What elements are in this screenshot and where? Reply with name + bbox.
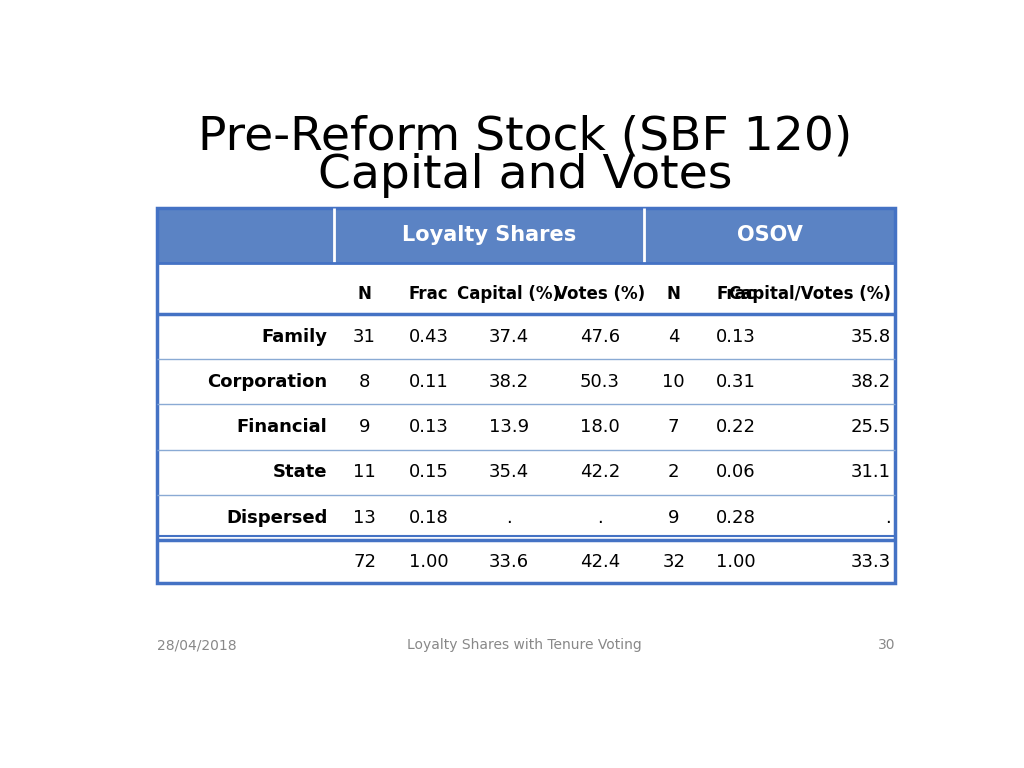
Text: 38.2: 38.2: [851, 372, 891, 391]
Text: 8: 8: [358, 372, 371, 391]
Text: .: .: [885, 508, 891, 527]
Text: 72: 72: [353, 553, 376, 571]
Text: 1.00: 1.00: [409, 553, 449, 571]
Text: Corporation: Corporation: [207, 372, 328, 391]
Text: Loyalty Shares with Tenure Voting: Loyalty Shares with Tenure Voting: [408, 638, 642, 652]
Text: 1.00: 1.00: [717, 553, 756, 571]
Text: 35.8: 35.8: [851, 328, 891, 346]
Text: 0.13: 0.13: [409, 418, 449, 436]
Text: 31.1: 31.1: [851, 463, 891, 482]
Text: 28/04/2018: 28/04/2018: [158, 638, 238, 652]
Text: 33.3: 33.3: [850, 553, 891, 571]
Text: 0.43: 0.43: [409, 328, 449, 346]
Text: 0.11: 0.11: [409, 372, 449, 391]
Text: Loyalty Shares: Loyalty Shares: [401, 225, 577, 246]
Bar: [158, 207, 895, 584]
Text: Financial: Financial: [237, 418, 328, 436]
Text: Dispersed: Dispersed: [226, 508, 328, 527]
Text: Pre-Reform Stock (SBF 120): Pre-Reform Stock (SBF 120): [198, 114, 852, 159]
Text: N: N: [357, 285, 372, 303]
Text: 38.2: 38.2: [488, 372, 528, 391]
Text: N: N: [667, 285, 681, 303]
Text: Capital (%): Capital (%): [458, 285, 560, 303]
Text: 37.4: 37.4: [488, 328, 528, 346]
Text: 2: 2: [668, 463, 680, 482]
Bar: [158, 207, 895, 263]
Text: 0.15: 0.15: [409, 463, 449, 482]
Text: 13: 13: [353, 508, 376, 527]
Text: Frac: Frac: [717, 285, 756, 303]
Text: 0.18: 0.18: [409, 508, 449, 527]
Text: 33.6: 33.6: [488, 553, 528, 571]
Text: 35.4: 35.4: [488, 463, 528, 482]
Text: 0.31: 0.31: [716, 372, 756, 391]
Text: Frac: Frac: [409, 285, 449, 303]
Text: .: .: [597, 508, 603, 527]
Text: 11: 11: [353, 463, 376, 482]
Text: 42.4: 42.4: [580, 553, 621, 571]
Text: 0.06: 0.06: [717, 463, 756, 482]
Text: 31: 31: [353, 328, 376, 346]
Text: 10: 10: [663, 372, 685, 391]
Text: 47.6: 47.6: [580, 328, 621, 346]
Text: 0.13: 0.13: [716, 328, 756, 346]
Text: Capital/Votes (%): Capital/Votes (%): [729, 285, 891, 303]
Text: 4: 4: [668, 328, 680, 346]
Text: 18.0: 18.0: [581, 418, 620, 436]
Text: 30: 30: [878, 638, 895, 652]
Text: State: State: [273, 463, 328, 482]
Text: 0.28: 0.28: [716, 508, 756, 527]
Text: 9: 9: [668, 508, 680, 527]
Text: Family: Family: [261, 328, 328, 346]
Text: 0.22: 0.22: [716, 418, 756, 436]
Text: 9: 9: [358, 418, 371, 436]
Text: 7: 7: [668, 418, 680, 436]
Text: 25.5: 25.5: [850, 418, 891, 436]
Text: Votes (%): Votes (%): [555, 285, 645, 303]
Text: 42.2: 42.2: [580, 463, 621, 482]
Text: Capital and Votes: Capital and Votes: [317, 153, 732, 198]
Text: 13.9: 13.9: [488, 418, 528, 436]
Text: 32: 32: [663, 553, 685, 571]
Text: .: .: [506, 508, 512, 527]
Text: 50.3: 50.3: [580, 372, 620, 391]
Text: OSOV: OSOV: [737, 225, 803, 246]
